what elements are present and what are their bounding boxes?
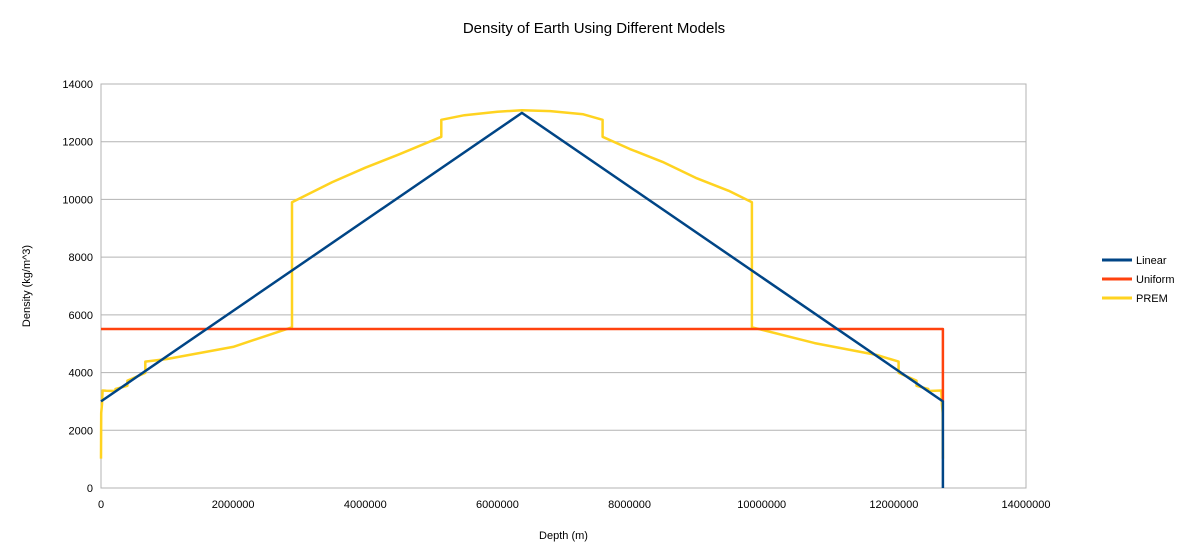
y-tick-label: 4000 [69, 368, 93, 380]
legend: Linear Uniform PREM [1102, 255, 1175, 305]
series-line-linear [100, 111, 945, 488]
series-group [99, 109, 945, 488]
x-tick-label: 0 [98, 499, 104, 511]
y-tick-label: 8000 [69, 252, 93, 264]
legend-label-uniform: Uniform [1136, 274, 1175, 286]
chart-title: Density of Earth Using Different Models [463, 20, 725, 37]
y-axis-title: Density (kg/m^3) [21, 245, 33, 327]
x-tick-label: 14000000 [1002, 499, 1051, 511]
x-axis-ticks: 0 2000000 4000000 6000000 8000000 10000000 120… [98, 499, 1051, 511]
y-tick-label: 6000 [69, 310, 93, 322]
y-tick-label: 14000 [62, 79, 93, 91]
y-tick-label: 10000 [62, 194, 93, 206]
x-tick-label: 4000000 [344, 499, 387, 511]
y-tick-label: 0 [87, 483, 93, 495]
series-line-uniform [101, 327, 945, 402]
legend-label-linear: Linear [1136, 255, 1167, 267]
x-tick-label: 10000000 [737, 499, 786, 511]
x-tick-label: 8000000 [608, 499, 651, 511]
x-tick-label: 6000000 [476, 499, 519, 511]
x-axis-title: Depth (m) [539, 530, 588, 542]
series-line-prem [99, 109, 945, 459]
plot-area-frame [100, 83, 1027, 489]
y-axis-ticks: 0 2000 4000 6000 8000 10000 12000 14000 [62, 79, 93, 495]
legend-label-prem: PREM [1136, 293, 1168, 305]
x-tick-label: 2000000 [212, 499, 255, 511]
x-tick-label: 12000000 [869, 499, 918, 511]
y-tick-label: 2000 [69, 425, 93, 437]
grid-lines [101, 83, 1026, 489]
y-tick-label: 12000 [62, 137, 93, 149]
